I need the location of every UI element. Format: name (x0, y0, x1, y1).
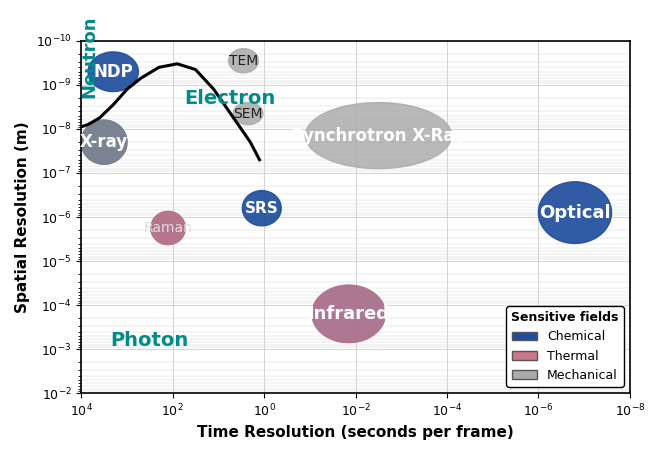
Polygon shape (539, 182, 612, 243)
Text: TEM: TEM (229, 54, 258, 68)
Text: X-ray: X-ray (80, 133, 128, 151)
Polygon shape (81, 120, 127, 164)
Polygon shape (81, 120, 127, 164)
Text: Infrared: Infrared (308, 305, 389, 323)
Text: Photon: Photon (111, 331, 189, 350)
Text: SRS: SRS (245, 201, 279, 216)
Polygon shape (233, 102, 263, 125)
Text: Electron: Electron (184, 89, 275, 108)
Text: Neutron: Neutron (81, 15, 98, 97)
Text: NDP: NDP (93, 63, 133, 81)
Text: Optical: Optical (539, 204, 610, 222)
Text: Raman: Raman (144, 221, 193, 235)
Polygon shape (305, 102, 451, 169)
Y-axis label: Spatial Resolution (m): Spatial Resolution (m) (15, 121, 30, 313)
X-axis label: Time Resolution (seconds per frame): Time Resolution (seconds per frame) (197, 425, 514, 440)
Polygon shape (312, 285, 385, 343)
Polygon shape (88, 52, 139, 91)
Polygon shape (151, 212, 185, 244)
Polygon shape (242, 191, 281, 226)
Polygon shape (151, 212, 185, 244)
Text: Synchrotron X-Ray: Synchrotron X-Ray (292, 126, 465, 145)
Text: SEM: SEM (234, 106, 263, 121)
Legend: Chemical, Thermal, Mechanical: Chemical, Thermal, Mechanical (506, 306, 624, 387)
Polygon shape (312, 285, 385, 343)
Polygon shape (228, 49, 258, 73)
